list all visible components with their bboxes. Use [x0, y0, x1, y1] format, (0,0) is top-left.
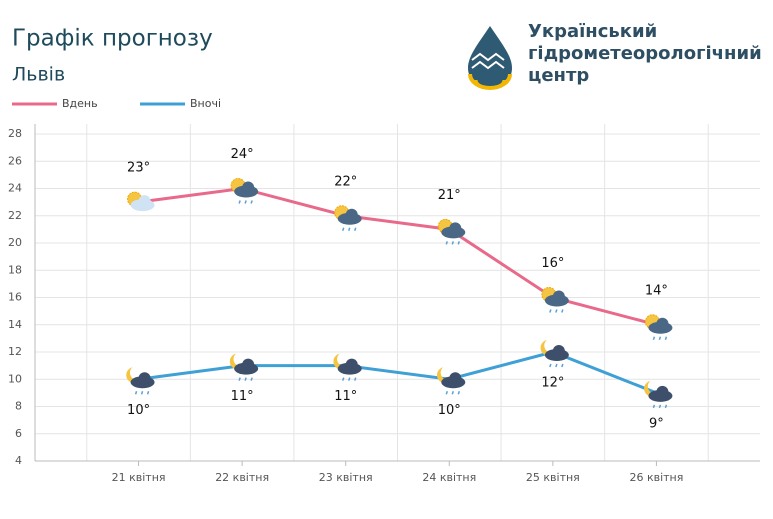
moon [436, 367, 453, 384]
rain [342, 227, 357, 231]
value-label: 23° [127, 161, 150, 176]
rain [549, 363, 564, 368]
y-tick-label: 6 [15, 427, 22, 440]
moon [540, 340, 556, 356]
y-tick-label: 10 [8, 372, 22, 385]
weather-icon [126, 367, 155, 395]
y-tick-label: 28 [8, 127, 22, 140]
cloud [345, 208, 358, 221]
chart-title: Графік прогнозу [12, 26, 213, 52]
y-tick-label: 14 [8, 318, 22, 331]
y-tick-label: 24 [8, 182, 22, 195]
moon [126, 367, 142, 384]
logo-icon [468, 26, 512, 90]
logo-text: центр [528, 65, 589, 86]
y-tick-label: 16 [8, 291, 22, 304]
cloud [345, 358, 358, 371]
rain [238, 200, 253, 204]
value-label: 10° [127, 403, 150, 418]
value-label: 11° [231, 389, 254, 404]
y-tick-label: 20 [8, 236, 22, 249]
x-tick-label: 23 квітня [319, 471, 373, 484]
weather-icon [540, 340, 569, 368]
weather-icon [127, 191, 155, 212]
cloud [138, 195, 151, 208]
cloud [449, 222, 462, 235]
value-label: 9° [649, 416, 664, 431]
cloud [242, 358, 255, 371]
weather-icon [436, 367, 466, 395]
y-tick-label: 22 [8, 209, 22, 222]
y-tick-label: 12 [8, 345, 22, 358]
legend-label: Вдень [62, 97, 98, 110]
y-tick-label: 18 [8, 263, 22, 276]
series-line [138, 186, 657, 327]
logo-text: гідрометеорологічний [528, 43, 762, 64]
rain [549, 309, 564, 313]
weather-icon [229, 353, 259, 381]
weather-icon [437, 218, 466, 245]
x-tick-label: 25 квітня [526, 471, 580, 484]
y-tick-label: 26 [8, 154, 22, 167]
legend-label: Вночі [190, 97, 221, 110]
moon [333, 353, 349, 370]
x-tick-label: 26 квітня [629, 471, 683, 484]
value-label: 22° [334, 174, 357, 189]
cloud [242, 181, 255, 194]
weather-icon [541, 287, 569, 313]
rain [134, 391, 150, 395]
chart-subtitle: Львів [12, 64, 65, 86]
cloud [449, 372, 462, 385]
moon [229, 353, 246, 370]
cloud [656, 317, 669, 330]
value-label: 24° [231, 147, 254, 162]
rain [238, 377, 253, 381]
rain [652, 404, 668, 409]
rain [342, 377, 357, 381]
cloud [552, 290, 565, 303]
weather-icon [230, 178, 259, 204]
weather-icon [333, 353, 362, 381]
value-label: 10° [438, 403, 461, 418]
x-tick-label: 22 квітня [215, 471, 269, 484]
logo-text: Український [528, 21, 657, 42]
x-tick-label: 21 квітня [112, 471, 166, 484]
value-label: 21° [438, 188, 461, 203]
weather-icon [644, 380, 673, 409]
rain [445, 391, 460, 395]
value-label: 11° [334, 389, 357, 404]
cloud [552, 345, 565, 357]
cloud [656, 385, 669, 398]
y-tick-label: 8 [15, 400, 22, 413]
x-tick-label: 24 квітня [422, 471, 476, 484]
value-label: 14° [645, 283, 668, 298]
series-line [138, 350, 657, 395]
moon [644, 380, 660, 397]
value-label: 16° [541, 256, 564, 271]
cloud [138, 372, 151, 385]
y-tick-label: 4 [15, 454, 22, 467]
weather-icon [334, 205, 362, 231]
weather-icon [644, 314, 673, 340]
value-label: 12° [541, 376, 564, 391]
rain [652, 336, 668, 340]
rain [445, 241, 460, 245]
